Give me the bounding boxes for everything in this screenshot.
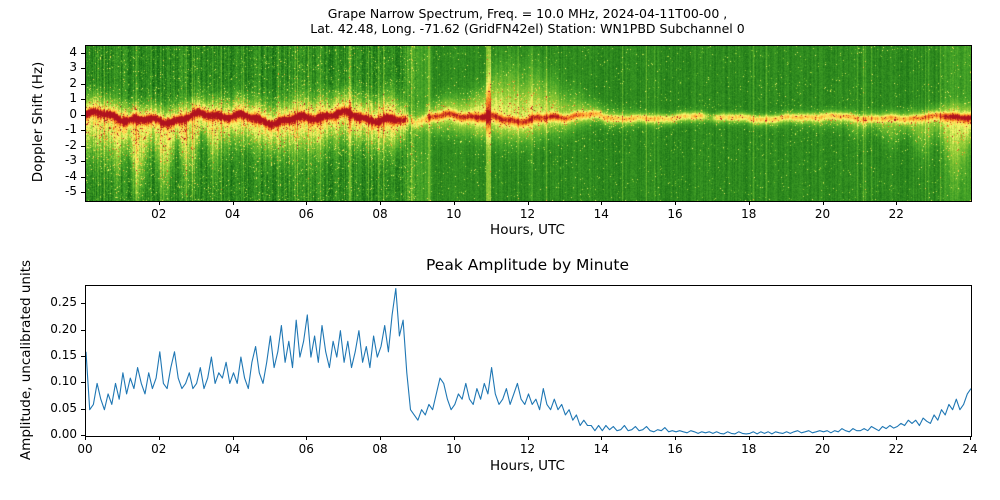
x-tick-label: 02 xyxy=(151,207,167,221)
amplitude-plot xyxy=(85,285,972,437)
y-tick-label: -3 xyxy=(65,153,77,168)
y-tick-label: 2 xyxy=(69,75,77,90)
x-tick-label: 20 xyxy=(814,207,831,221)
amplitude-line-chart xyxy=(86,288,971,435)
y-tick-label: -1 xyxy=(65,122,77,137)
y-tick xyxy=(81,408,85,410)
x-tick-label: 06 xyxy=(298,442,314,456)
x-tick xyxy=(380,201,381,205)
x-tick-label: 14 xyxy=(593,207,609,221)
y-tick xyxy=(81,68,85,70)
x-tick-label: 16 xyxy=(667,207,683,221)
figure-title-line2: Lat. 42.48, Long. -71.62 (GridFN42el) St… xyxy=(310,21,745,36)
y-tick xyxy=(81,161,85,163)
x-tick xyxy=(232,436,234,440)
y-tick-label: 0.20 xyxy=(50,321,77,336)
y-tick-label: 0.05 xyxy=(50,400,77,415)
x-tick xyxy=(896,201,898,205)
x-tick xyxy=(675,436,676,440)
figure-title-line1: Grape Narrow Spectrum, Freq. = 10.0 MHz,… xyxy=(327,6,728,21)
x-tick-label: 02 xyxy=(151,442,167,456)
y-tick xyxy=(81,303,85,305)
y-tick xyxy=(81,145,85,147)
y-tick xyxy=(81,356,85,358)
spectrogram-heatmap xyxy=(86,46,971,201)
x-tick-label: 22 xyxy=(888,442,904,456)
x-tick-label: 12 xyxy=(519,207,536,221)
x-tick xyxy=(970,436,971,440)
x-tick xyxy=(822,436,824,440)
y-tick-label: 0.10 xyxy=(50,374,77,389)
amplitude-x-axis-label: Hours, UTC xyxy=(490,458,565,474)
x-tick-label: 20 xyxy=(814,442,831,456)
x-tick xyxy=(675,201,676,205)
y-tick xyxy=(81,192,85,194)
x-tick-label: 14 xyxy=(593,442,609,456)
x-tick xyxy=(380,436,381,440)
x-tick xyxy=(232,201,234,205)
x-tick-label: 10 xyxy=(446,207,462,221)
y-tick xyxy=(81,382,85,384)
spectrogram-x-axis-label: Hours, UTC xyxy=(490,222,565,238)
y-tick-label: -2 xyxy=(65,137,77,152)
x-tick-label: 08 xyxy=(372,207,388,221)
y-tick-label: 3 xyxy=(69,60,77,75)
x-tick-label: 04 xyxy=(224,442,241,456)
x-tick-label: 10 xyxy=(446,442,462,456)
figure-title: Grape Narrow Spectrum, Freq. = 10.0 MHz,… xyxy=(85,6,970,36)
x-tick-label: 24 xyxy=(962,442,978,456)
y-tick-label: 0.25 xyxy=(50,295,77,310)
x-tick-label: 16 xyxy=(667,442,683,456)
y-tick xyxy=(81,176,85,178)
x-tick-label: 04 xyxy=(224,207,241,221)
x-tick xyxy=(306,201,308,205)
x-tick xyxy=(453,436,455,440)
x-tick xyxy=(453,201,455,205)
spectrogram-plot xyxy=(85,45,972,202)
x-tick xyxy=(527,436,529,440)
x-tick xyxy=(601,436,603,440)
y-tick-label: 0 xyxy=(69,106,77,121)
x-tick xyxy=(527,201,529,205)
y-tick xyxy=(81,114,85,116)
x-tick-label: 06 xyxy=(298,207,314,221)
amplitude-y-axis-label: Amplitude, uncalibrated units xyxy=(18,259,34,461)
x-tick xyxy=(748,201,750,205)
x-tick xyxy=(306,436,308,440)
x-tick-label: 18 xyxy=(741,207,757,221)
y-tick xyxy=(81,329,85,331)
y-tick-label: 0.15 xyxy=(50,348,77,363)
x-tick xyxy=(896,436,898,440)
y-tick xyxy=(81,435,85,436)
x-tick xyxy=(822,201,824,205)
y-tick-label: -4 xyxy=(65,168,77,183)
x-tick-label: 08 xyxy=(372,442,388,456)
y-tick-label: -5 xyxy=(65,184,77,199)
x-tick-label: 12 xyxy=(519,442,536,456)
y-tick xyxy=(81,83,85,85)
y-tick xyxy=(81,130,85,132)
x-tick xyxy=(748,436,750,440)
y-tick-label: 1 xyxy=(69,91,77,106)
x-tick xyxy=(158,436,160,440)
x-tick xyxy=(158,201,160,205)
y-tick-label: 0.00 xyxy=(50,427,77,441)
x-tick-label: 22 xyxy=(888,207,904,221)
y-tick-label: 4 xyxy=(69,44,77,59)
x-tick-label: 00 xyxy=(77,442,93,456)
y-tick xyxy=(81,52,85,54)
x-tick xyxy=(85,436,86,440)
amplitude-chart-title: Peak Amplitude by Minute xyxy=(426,256,629,274)
y-tick xyxy=(81,99,85,101)
x-tick-label: 18 xyxy=(741,442,757,456)
amplitude-series xyxy=(86,288,971,435)
x-tick xyxy=(601,201,603,205)
